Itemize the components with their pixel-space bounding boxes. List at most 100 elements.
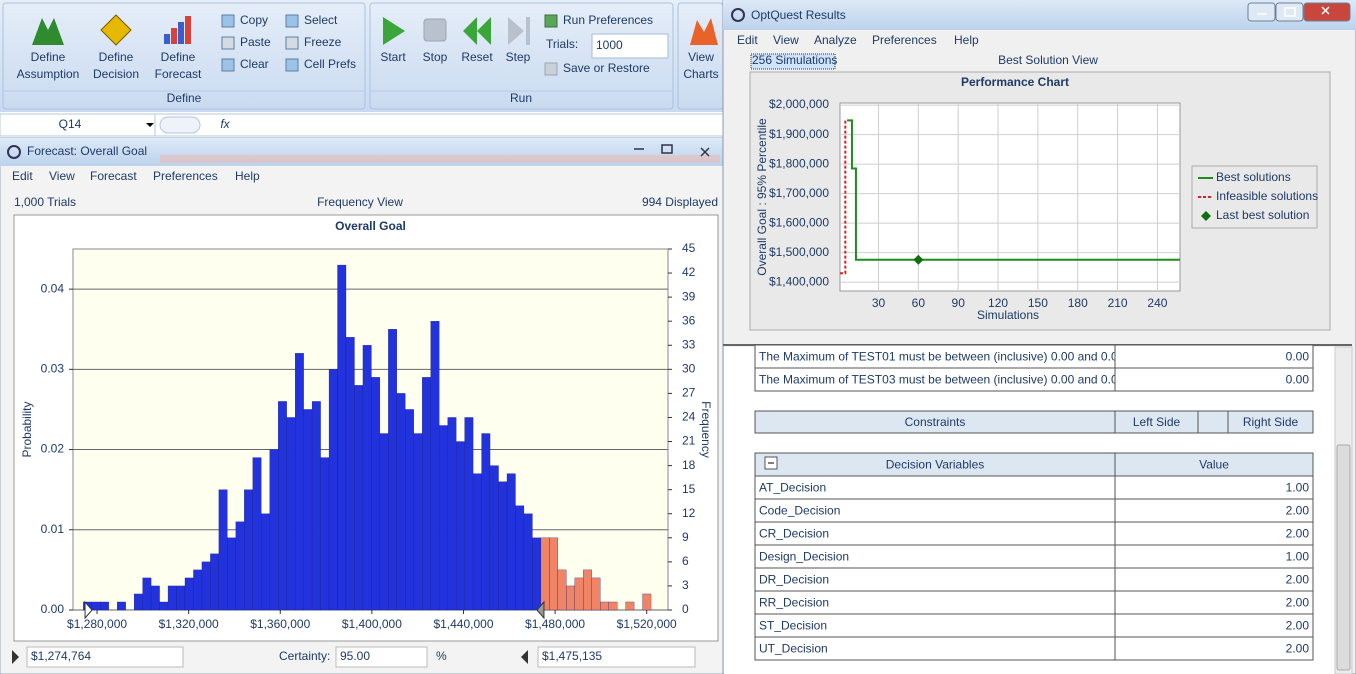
decision-value bbox=[1114, 475, 1314, 500]
histogram-bar bbox=[176, 585, 186, 611]
small-button[interactable]: Freeze bbox=[304, 35, 342, 49]
y-tick-label: $1,500,000 bbox=[769, 245, 829, 259]
button-label[interactable]: Start bbox=[380, 50, 406, 64]
small-button[interactable]: Cell Prefs bbox=[304, 57, 356, 71]
header-cell-text: Decision Variables bbox=[886, 458, 985, 472]
histogram-bar bbox=[583, 569, 592, 611]
x-tick-label: $1,520,000 bbox=[617, 617, 677, 631]
button-label[interactable]: Define bbox=[31, 50, 66, 64]
chart-title: Overall Goal bbox=[335, 219, 406, 233]
certainty-grabber[interactable] bbox=[84, 600, 93, 620]
trials-value[interactable]: 1000 bbox=[596, 38, 623, 52]
button-label[interactable]: Reset bbox=[461, 50, 493, 64]
menu-item[interactable]: Forecast bbox=[90, 169, 137, 183]
button-label[interactable]: Define bbox=[99, 50, 134, 64]
simulations[interactable]: 256 Simulations bbox=[752, 53, 837, 67]
menu-item[interactable]: Edit bbox=[737, 33, 758, 47]
menu-item[interactable]: Edit bbox=[12, 169, 33, 183]
histogram-bar bbox=[150, 585, 160, 611]
histogram-bar bbox=[472, 473, 482, 611]
histogram-bar bbox=[117, 601, 126, 611]
button-label[interactable]: View bbox=[688, 50, 714, 64]
y-tick-label: 0.03 bbox=[41, 362, 65, 376]
window-button[interactable] bbox=[700, 147, 710, 157]
certainty-value[interactable]: 95.00 bbox=[340, 649, 370, 663]
histogram-bar bbox=[532, 537, 542, 611]
certainty-input bbox=[335, 646, 428, 668]
histogram-bar bbox=[227, 537, 236, 611]
small-button[interactable]: Save or Restore bbox=[563, 61, 650, 75]
constraint-value bbox=[1114, 344, 1314, 369]
ribbon-group bbox=[369, 2, 674, 110]
constraint-value-text: 0.00 bbox=[1286, 350, 1310, 364]
window-button[interactable] bbox=[1275, 2, 1304, 22]
small-button[interactable]: Select bbox=[304, 13, 338, 27]
button-label[interactable]: Charts bbox=[683, 67, 718, 81]
group-label: Run bbox=[510, 91, 532, 105]
histogram-bar bbox=[252, 457, 262, 611]
y2-tick-label: 39 bbox=[682, 289, 696, 303]
menu-item[interactable]: Analyze bbox=[814, 33, 857, 47]
menu-item[interactable]: View bbox=[773, 33, 799, 47]
upper-value[interactable]: $1,475,135 bbox=[542, 649, 602, 663]
decision-value-text: 2.00 bbox=[1286, 596, 1310, 610]
histogram-bar bbox=[396, 393, 406, 611]
histogram-bar bbox=[91, 601, 101, 611]
button-label[interactable]: Step bbox=[506, 50, 531, 64]
button-label[interactable]: Assumption bbox=[17, 67, 80, 81]
header-cell-text: Right Side bbox=[1243, 415, 1299, 429]
decision-value bbox=[1114, 590, 1314, 615]
y-tick-label: 0.01 bbox=[41, 522, 65, 536]
scroll-thumb[interactable] bbox=[1336, 444, 1351, 671]
histogram-bar bbox=[405, 409, 414, 611]
decision-value bbox=[1114, 636, 1314, 661]
histogram-bar bbox=[430, 321, 440, 611]
icon-forecast bbox=[164, 34, 170, 44]
histogram-bar bbox=[388, 329, 397, 611]
x-axis-label: Simulations bbox=[977, 308, 1039, 322]
histogram-bar bbox=[218, 489, 228, 611]
histogram-bar bbox=[379, 433, 389, 611]
small-icon bbox=[221, 36, 235, 50]
small-icon bbox=[285, 14, 299, 28]
menu-item[interactable]: Help bbox=[954, 33, 979, 47]
window-button[interactable] bbox=[661, 144, 673, 154]
small-button[interactable]: Copy bbox=[240, 13, 268, 27]
window-button[interactable] bbox=[1247, 2, 1276, 22]
arrow-right bbox=[521, 650, 528, 664]
lower-value[interactable]: $1,274,764 bbox=[31, 649, 91, 663]
button-label[interactable]: Stop bbox=[423, 50, 448, 64]
x-tick-label: 240 bbox=[1147, 296, 1167, 310]
decision-name-text: RR_Decision bbox=[759, 596, 829, 610]
small-button[interactable]: Clear bbox=[240, 57, 269, 71]
histogram-bar bbox=[278, 401, 287, 611]
histogram-bar bbox=[100, 601, 109, 611]
menu-item[interactable]: Preferences bbox=[872, 33, 937, 47]
histogram-bar bbox=[591, 577, 601, 611]
histogram-bar bbox=[371, 377, 381, 611]
fx: fx bbox=[220, 117, 230, 131]
certainty-grabber[interactable] bbox=[536, 600, 545, 620]
histogram-bar bbox=[345, 337, 355, 611]
header-cell-text: Value bbox=[1199, 458, 1229, 472]
button-label[interactable]: Forecast bbox=[155, 67, 202, 81]
decision-name-text: Design_Decision bbox=[759, 550, 849, 564]
histogram-bar bbox=[269, 449, 279, 611]
plot-area bbox=[839, 102, 1181, 292]
x-tick-label: $1,440,000 bbox=[433, 617, 493, 631]
button-label[interactable]: Define bbox=[161, 50, 196, 64]
button-label[interactable]: Decision bbox=[93, 67, 139, 81]
menu-item[interactable]: View bbox=[49, 169, 75, 183]
small-button[interactable]: Paste bbox=[240, 35, 271, 49]
y-axis-label: Probability bbox=[20, 401, 34, 457]
small-icon bbox=[544, 14, 558, 28]
y2-tick-label: 9 bbox=[682, 530, 689, 544]
decision-value-text: 2.00 bbox=[1286, 642, 1310, 656]
small-button[interactable]: Run Preferences bbox=[563, 13, 653, 27]
menu-item[interactable]: Help bbox=[235, 169, 260, 183]
menu-item[interactable]: Preferences bbox=[153, 169, 218, 183]
header-cell bbox=[1197, 410, 1229, 434]
legend-label: Last best solution bbox=[1216, 208, 1309, 222]
y2-tick-label: 0 bbox=[682, 602, 689, 616]
